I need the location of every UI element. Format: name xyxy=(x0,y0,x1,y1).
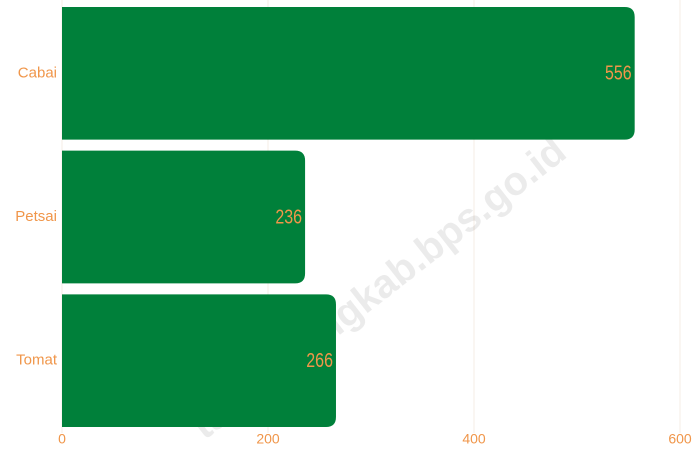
y-tick-label: Tomat xyxy=(16,352,58,369)
x-tick-label: 600 xyxy=(668,431,692,447)
value-label: 556 xyxy=(605,62,632,84)
value-label: 266 xyxy=(306,349,333,371)
y-tick-label: Petsai xyxy=(15,208,57,225)
x-tick-label: 400 xyxy=(462,431,486,447)
bar xyxy=(62,7,635,140)
y-tick-label: Cabai xyxy=(18,64,57,81)
x-tick-label: 200 xyxy=(256,431,280,447)
value-label: 236 xyxy=(275,206,302,228)
bar xyxy=(62,294,336,427)
bar xyxy=(62,150,306,284)
x-tick-label: 0 xyxy=(58,431,66,447)
